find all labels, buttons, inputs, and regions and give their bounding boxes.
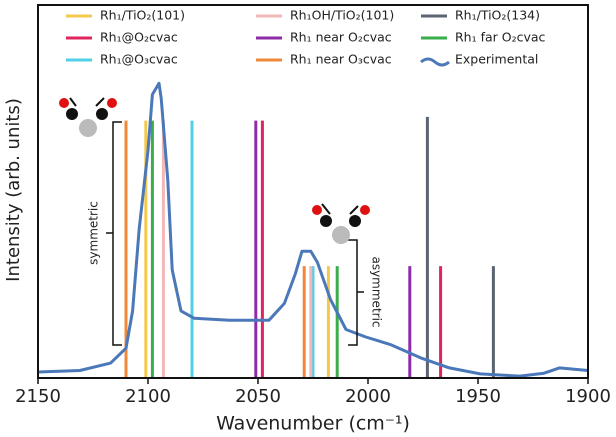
legend-label: Rh₁/TiO₂(134) xyxy=(455,8,540,23)
legend-label: Rh₁/TiO₂(101) xyxy=(100,8,185,23)
legend-label: Rh₁ far O₂cvac xyxy=(455,30,546,45)
x-axis-label: Wavenumber (cm⁻¹) xyxy=(216,413,410,435)
bracket xyxy=(348,240,364,345)
bracket xyxy=(106,122,122,345)
x-tick-label: 2100 xyxy=(125,386,171,407)
x-tick-label: 2050 xyxy=(235,386,281,407)
legend-label: Rh₁OH/TiO₂(101) xyxy=(290,8,394,23)
chart: 2150 2100 2050 2000 1950 1900 Rh₁/TiO₂(101) Rh₁… xyxy=(0,0,616,437)
legend-label: Rh₁@O₂cvac xyxy=(100,30,178,45)
molecule-icon xyxy=(312,204,370,244)
molecule-icon xyxy=(59,98,117,137)
plot: 2150 2100 2050 2000 1950 1900 Rh₁/TiO₂(101) Rh₁… xyxy=(15,5,611,407)
y-axis-label: Intensity (arb. units) xyxy=(3,98,24,282)
x-tick-label: 1900 xyxy=(565,386,611,407)
page: 2150 2100 2050 2000 1950 1900 Rh₁/TiO₂(101) Rh₁… xyxy=(0,0,616,437)
legend-label: Rh₁@O₃cvac xyxy=(100,52,178,67)
annotation: symmetric xyxy=(87,201,101,265)
x-tick-label: 2000 xyxy=(345,386,391,407)
x-tick-label: 1950 xyxy=(455,386,501,407)
annotation: asymmetric xyxy=(370,256,384,327)
legend-label: Rh₁ near O₂cvac xyxy=(290,30,392,45)
legend-label: Rh₁ near O₃cvac xyxy=(290,52,392,67)
legend-label: Experimental xyxy=(455,52,538,67)
x-tick-label: 2150 xyxy=(15,386,61,407)
legend-swatch xyxy=(421,59,449,65)
